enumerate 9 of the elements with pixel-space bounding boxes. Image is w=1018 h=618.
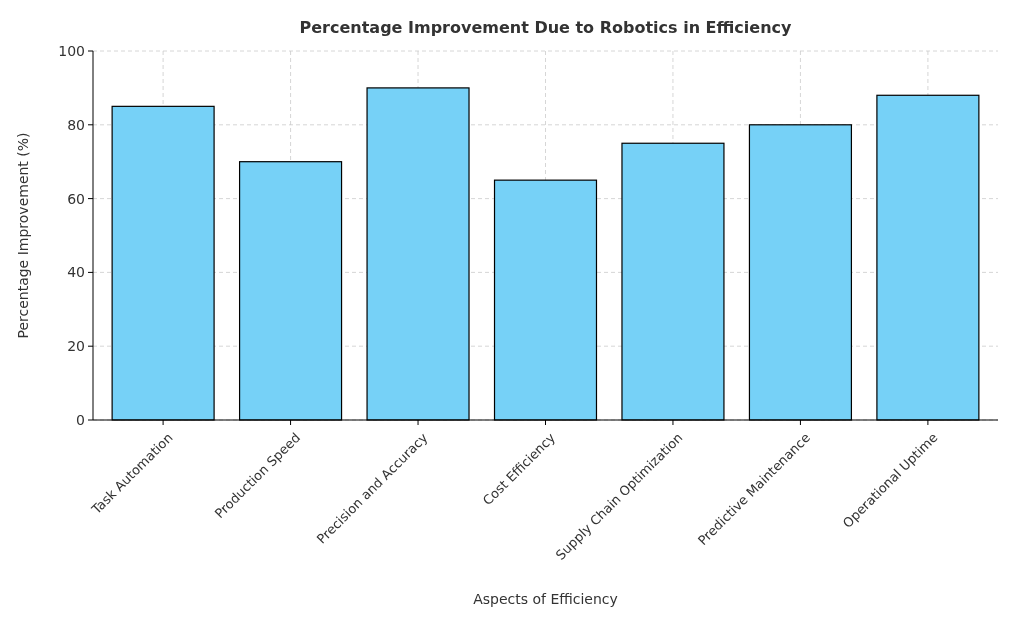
y-tick-label: 100 <box>58 42 85 59</box>
y-tick-label: 20 <box>67 338 85 355</box>
y-tick-label: 60 <box>67 190 85 207</box>
y-tick-label: 80 <box>67 116 85 133</box>
x-axis-title: Aspects of Efficiency <box>473 591 618 607</box>
y-axis-title: Percentage Improvement (%) <box>15 132 31 339</box>
chart-title: Percentage Improvement Due to Robotics in Efficiency <box>299 18 793 37</box>
y-tick-label: 40 <box>67 264 85 281</box>
y-tick-label: 0 <box>76 411 85 428</box>
